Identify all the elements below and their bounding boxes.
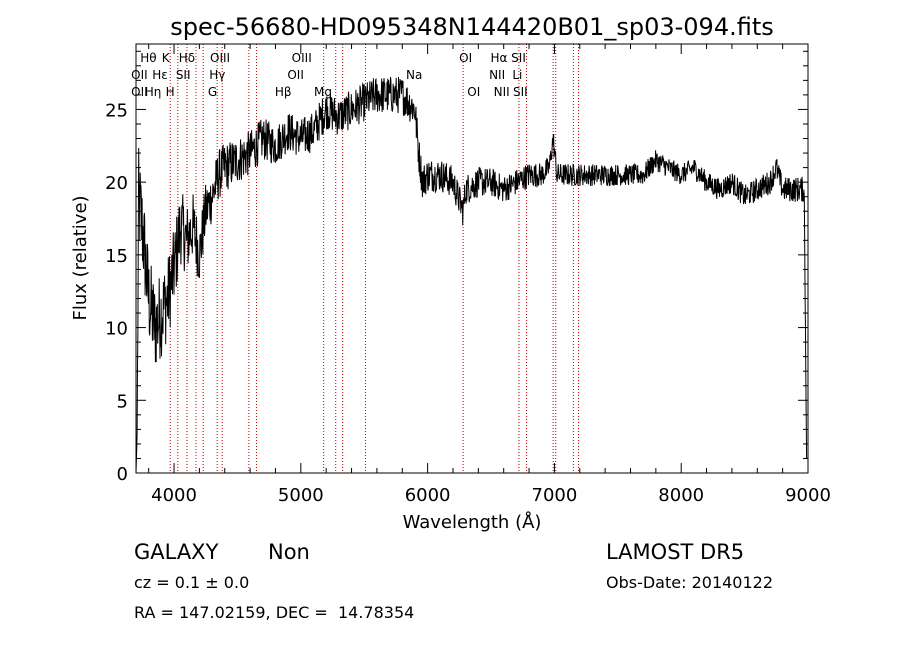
line-label: Hδ <box>179 51 195 65</box>
line-label: NII <box>489 68 505 82</box>
line-label: Hα <box>491 51 508 65</box>
line-label: NII <box>494 85 510 99</box>
chart-title: spec-56680-HD095348N144420B01_sp03-094.f… <box>170 13 774 41</box>
emission-line-labels: OII OII Hθ Hη Hε K H Hδ SII OIII Hγ G OIII OII Hβ Mg Na O… <box>131 51 528 99</box>
redshift-value: cz = 0.1 ± 0.0 <box>134 573 250 592</box>
x-axis-label: Wavelength (Å) <box>403 511 542 533</box>
y-axis-label: Flux (relative) <box>70 195 91 320</box>
line-label: OI <box>467 85 480 99</box>
y-tick-label: 5 <box>117 391 128 412</box>
line-label: Hε <box>152 68 168 82</box>
line-label: K <box>162 51 171 65</box>
line-label: OII <box>131 68 148 82</box>
observation-date: Obs-Date: 20140122 <box>606 573 774 592</box>
coordinates: RA = 147.02159, DEC = 14.78354 <box>134 603 415 622</box>
line-label: Na <box>406 68 422 82</box>
line-label: SII <box>176 68 191 82</box>
line-label: Hθ <box>140 51 156 65</box>
x-tick-label: 5000 <box>278 485 324 506</box>
line-label: OII <box>131 85 148 99</box>
line-label: G <box>208 85 217 99</box>
line-label: OII <box>287 68 304 82</box>
axis-ticks: 4000 5000 6000 7000 8000 9000 0 5 10 15 20 25 <box>105 44 831 506</box>
emission-line-markers <box>169 44 580 473</box>
plot-frame <box>135 43 809 474</box>
line-label: SII <box>513 85 528 99</box>
survey-name: LAMOST DR5 <box>606 540 745 564</box>
line-label: Hη <box>145 85 162 99</box>
x-tick-label: 7000 <box>532 485 578 506</box>
spectrum-line <box>135 76 808 474</box>
line-label: OIII <box>292 51 312 65</box>
spectrum-series <box>135 76 808 474</box>
x-tick-label: 9000 <box>785 485 831 506</box>
y-tick-label: 10 <box>105 319 128 340</box>
object-subclass: Non <box>268 540 310 564</box>
y-tick-label: 25 <box>105 100 128 121</box>
y-tick-label: 0 <box>117 464 128 485</box>
line-label: Li <box>512 68 522 82</box>
object-class: GALAXY <box>134 540 219 564</box>
line-label: OIII <box>210 51 230 65</box>
x-tick-label: 6000 <box>405 485 451 506</box>
line-label: SII <box>511 51 526 65</box>
line-label: Hβ <box>275 85 292 99</box>
line-label: H <box>166 85 175 99</box>
x-tick-label: 8000 <box>658 485 704 506</box>
y-tick-label: 15 <box>105 246 128 267</box>
y-tick-label: 20 <box>105 173 128 194</box>
line-label: OI <box>459 51 472 65</box>
line-label: Mg <box>314 85 332 99</box>
line-label: Hγ <box>209 68 225 82</box>
x-tick-label: 4000 <box>151 485 197 506</box>
